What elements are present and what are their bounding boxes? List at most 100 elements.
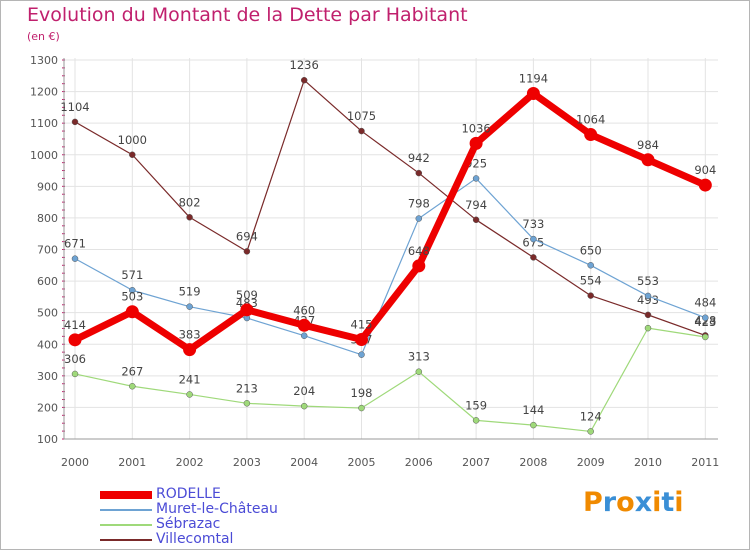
data-label: 415 xyxy=(351,318,373,332)
data-label: 650 xyxy=(580,243,602,257)
series-line-villecomtal xyxy=(74,79,706,337)
data-label: 144 xyxy=(522,403,544,417)
data-label: 1036 xyxy=(461,121,490,135)
data-point xyxy=(71,370,79,378)
data-point xyxy=(472,216,480,224)
data-label: 648 xyxy=(408,244,430,258)
data-point xyxy=(297,318,311,332)
y-tick-label: 700 xyxy=(37,244,58,257)
y-tick-label: 900 xyxy=(37,180,58,193)
x-tick-label: 2007 xyxy=(462,456,490,469)
legend-label: Muret-le-Château xyxy=(156,501,278,517)
data-point xyxy=(240,303,254,317)
proxiti-logo: Proxiti xyxy=(583,487,684,518)
y-tick-label: 1300 xyxy=(30,54,58,67)
data-label: 306 xyxy=(64,352,86,366)
x-tick-label: 2000 xyxy=(61,456,89,469)
y-tick-label: 500 xyxy=(37,307,58,320)
data-label: 267 xyxy=(121,364,143,378)
data-point xyxy=(129,151,136,158)
data-label: 794 xyxy=(465,198,487,212)
chart-title: Evolution du Montant de la Dette par Hab… xyxy=(27,4,468,26)
data-label: 519 xyxy=(179,285,201,299)
y-tick-label: 800 xyxy=(37,212,58,225)
data-point xyxy=(472,175,480,182)
data-point xyxy=(186,391,193,398)
data-label: 671 xyxy=(64,237,86,251)
data-label: 1194 xyxy=(519,71,548,85)
legend-swatch xyxy=(100,524,152,526)
y-tick-label: 100 xyxy=(37,433,58,446)
data-point xyxy=(129,383,136,390)
data-label: 802 xyxy=(179,195,201,209)
legend-item: Villecomtal xyxy=(100,531,360,547)
y-tick-label: 400 xyxy=(37,338,58,351)
x-tick-label: 2010 xyxy=(634,456,662,469)
data-point xyxy=(125,305,139,319)
x-tick-label: 2008 xyxy=(519,456,547,469)
data-label: 942 xyxy=(408,151,430,165)
data-label: 571 xyxy=(121,268,143,282)
data-point xyxy=(243,248,251,255)
data-point xyxy=(530,421,537,429)
data-label: 213 xyxy=(236,381,258,395)
data-point xyxy=(71,118,79,126)
data-point xyxy=(358,404,365,412)
series-line-muret-le-ch-teau xyxy=(74,177,706,356)
legend-swatch xyxy=(100,491,152,499)
data-label: 313 xyxy=(408,350,430,364)
data-label: 241 xyxy=(179,372,201,386)
data-label: 509 xyxy=(236,288,258,302)
data-label: 204 xyxy=(293,384,315,398)
data-label: 984 xyxy=(637,138,659,152)
legend-label: RODELLE xyxy=(156,486,221,502)
data-point xyxy=(587,262,594,269)
data-label: 1000 xyxy=(118,133,147,147)
data-point xyxy=(415,368,423,375)
data-point xyxy=(358,351,365,358)
y-tick-label: 600 xyxy=(37,275,58,288)
data-label: 694 xyxy=(236,229,258,243)
legend-swatch xyxy=(100,509,152,511)
data-point xyxy=(702,333,709,341)
data-point xyxy=(526,86,540,100)
data-point xyxy=(469,136,483,150)
data-label: 423 xyxy=(694,315,716,329)
legend-item: RODELLE xyxy=(100,486,360,502)
y-tick-label: 1000 xyxy=(30,149,58,162)
data-point xyxy=(644,311,652,319)
data-label: 1104 xyxy=(60,100,89,114)
data-point xyxy=(186,214,193,221)
data-point xyxy=(587,292,594,299)
data-label: 198 xyxy=(351,386,373,400)
data-label: 414 xyxy=(64,318,86,332)
chart-subtitle: (en €) xyxy=(27,30,60,43)
y-tick-label: 300 xyxy=(37,370,58,383)
data-point xyxy=(243,400,251,407)
data-label: 503 xyxy=(121,290,143,304)
data-point xyxy=(530,235,537,243)
x-tick-label: 2003 xyxy=(233,456,261,469)
legend-label: Villecomtal xyxy=(156,531,234,547)
data-label: 904 xyxy=(694,163,716,177)
data-point xyxy=(358,127,365,135)
legend-label: Sébrazac xyxy=(156,516,221,532)
data-label: 1236 xyxy=(290,58,319,72)
data-label: 798 xyxy=(408,197,430,211)
data-point xyxy=(71,255,79,262)
legend-swatch xyxy=(100,539,152,541)
data-label: 554 xyxy=(580,274,602,288)
data-point xyxy=(530,254,537,261)
data-point xyxy=(300,402,308,410)
data-label: 124 xyxy=(580,409,602,423)
legend-item: Muret-le-Château xyxy=(100,501,360,517)
x-tick-label: 2001 xyxy=(118,456,146,469)
data-point xyxy=(644,324,652,332)
data-point xyxy=(415,169,423,177)
y-tick-label: 1100 xyxy=(30,117,58,130)
data-point xyxy=(698,178,712,192)
x-tick-label: 2009 xyxy=(577,456,605,469)
y-tick-label: 1200 xyxy=(30,86,58,99)
